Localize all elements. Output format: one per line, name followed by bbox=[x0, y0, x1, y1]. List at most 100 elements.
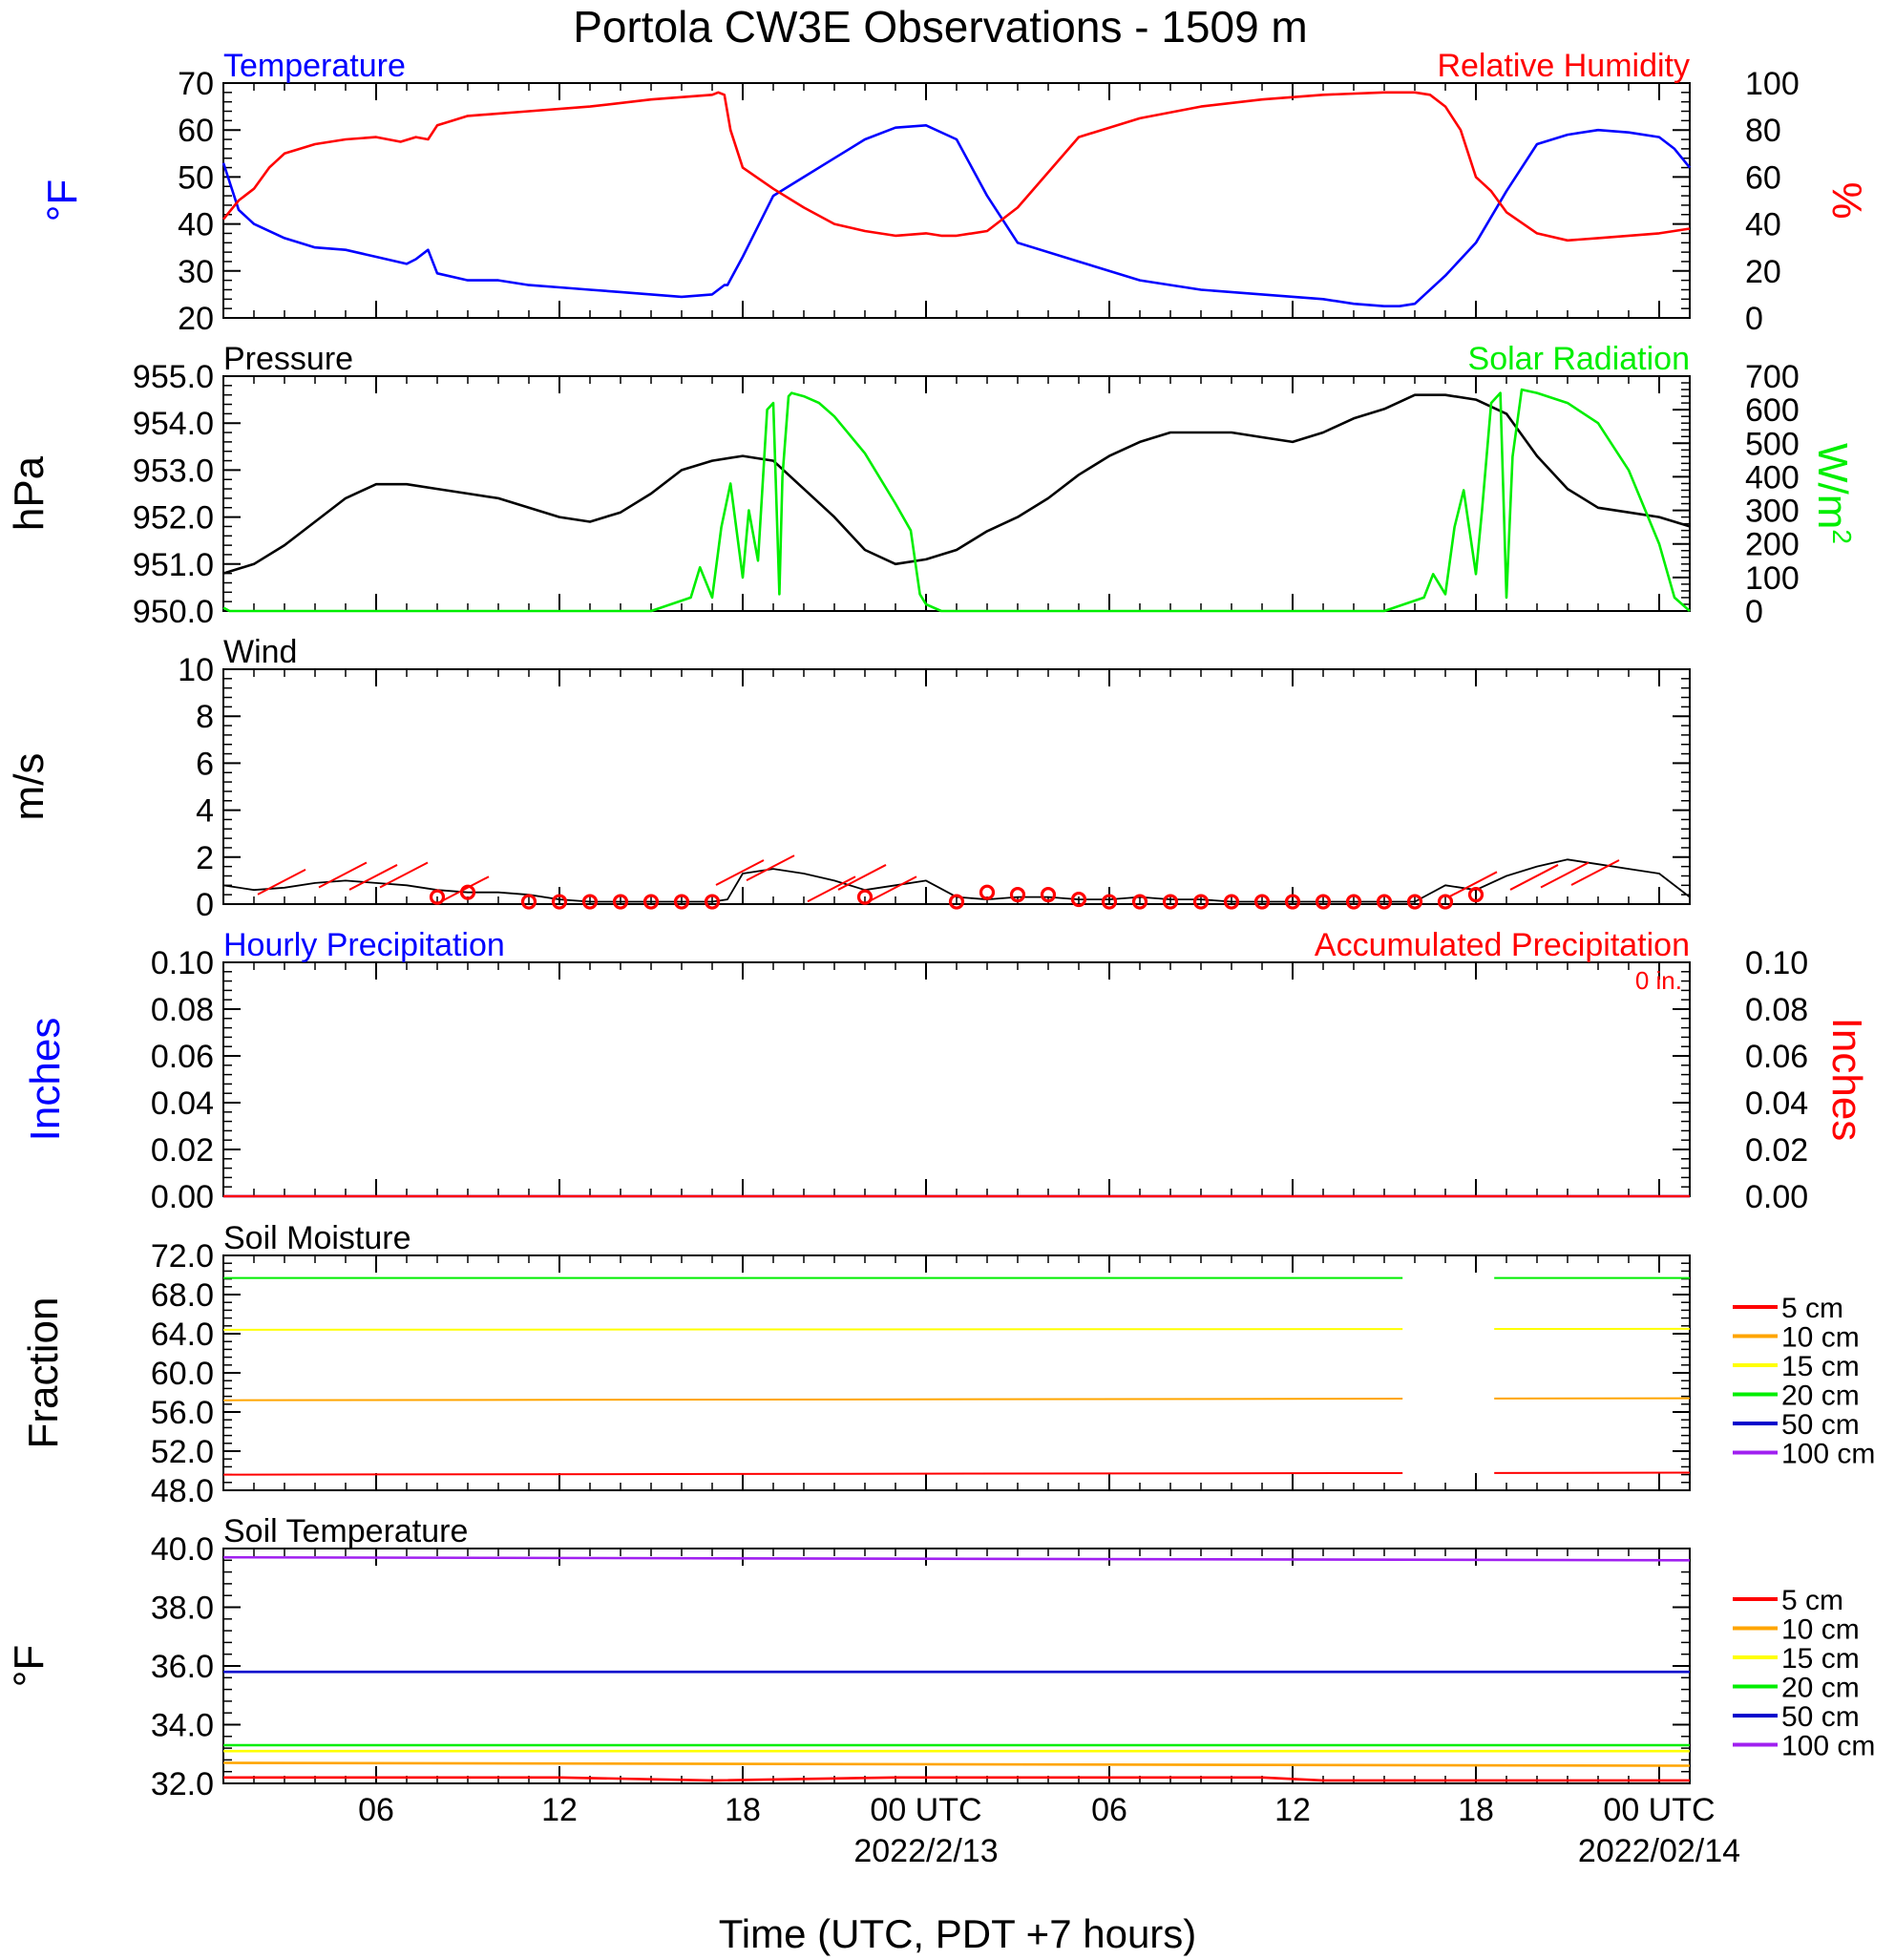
legend-label: 10 cm bbox=[1781, 1614, 1860, 1646]
y-tick-label: 30 bbox=[178, 254, 214, 290]
series-line-100-cm bbox=[222, 1555, 1691, 1562]
y-tick-label: 600 bbox=[1745, 392, 1800, 429]
legend-label: 10 cm bbox=[1781, 1322, 1860, 1354]
y-axis-left-label: °F bbox=[6, 1645, 53, 1687]
calm-wind-marker bbox=[979, 884, 996, 900]
calm-wind-marker bbox=[642, 894, 660, 910]
series-line-0 bbox=[221, 124, 1692, 308]
wind-barb bbox=[257, 868, 306, 896]
plot-frame bbox=[222, 1548, 1691, 1784]
y-axis-left-label: Inches bbox=[22, 1018, 69, 1142]
calm-wind-marker bbox=[1040, 887, 1057, 903]
y-tick-label: 70 bbox=[178, 66, 214, 102]
y-tick-label: 40 bbox=[178, 207, 214, 243]
y-tick-label: 0.08 bbox=[1745, 992, 1808, 1028]
panel-left-title: Soil Moisture bbox=[223, 1220, 411, 1256]
y-tick-label: 300 bbox=[1745, 494, 1800, 530]
y-tick-label: 60.0 bbox=[151, 1356, 214, 1392]
wind-barb bbox=[868, 875, 917, 903]
time-axis-label: Time (UTC, PDT +7 hours) bbox=[719, 1911, 1197, 1956]
y-tick-label: 48.0 bbox=[151, 1473, 214, 1509]
calm-wind-marker bbox=[429, 889, 446, 905]
y-tick-label: 50 bbox=[178, 159, 214, 196]
calm-wind-marker bbox=[673, 894, 690, 910]
time-axis: 06 12 18 00 UTC 2022/2/13 06 12 18 00 UTC 2022/02… bbox=[358, 1792, 1740, 1869]
calm-wind-marker bbox=[704, 894, 721, 910]
y-tick-label: 0.04 bbox=[151, 1085, 214, 1122]
y-tick-label: 4 bbox=[196, 793, 214, 830]
y-axis-right-label: Inches bbox=[1823, 1018, 1870, 1142]
y-tick-label: 38.0 bbox=[151, 1591, 214, 1627]
plot-frame bbox=[222, 82, 1691, 319]
precip-total-annotation: 0 in. bbox=[1635, 966, 1682, 995]
plot-frame bbox=[222, 961, 1691, 1197]
y-tick-label: 68.0 bbox=[151, 1277, 214, 1314]
y-tick-label: 100 bbox=[1745, 66, 1800, 102]
x-tick-label: 18 bbox=[725, 1792, 761, 1828]
y-tick-label: 8 bbox=[196, 699, 214, 735]
legend-label: 5 cm bbox=[1781, 1585, 1843, 1616]
legend-label: 5 cm bbox=[1781, 1293, 1843, 1324]
series-line-5-cm bbox=[223, 1776, 1690, 1782]
y-axis-left-label: hPa bbox=[6, 455, 53, 531]
calm-wind-marker bbox=[948, 894, 965, 910]
calm-wind-marker bbox=[1467, 887, 1484, 903]
wind-barb bbox=[1448, 871, 1498, 898]
x-tick-label: 06 bbox=[1091, 1792, 1127, 1828]
y-tick-label: 34.0 bbox=[151, 1708, 214, 1744]
y-tick-label: 0 bbox=[1745, 301, 1763, 337]
x-tick-label: 12 bbox=[541, 1792, 578, 1828]
figure-title: Portola CW3E Observations - 1509 m bbox=[573, 2, 1308, 52]
y-tick-label: 0 bbox=[1745, 594, 1763, 630]
y-axis-left-label: m/s bbox=[6, 753, 53, 821]
series-line-1 bbox=[222, 388, 1691, 613]
calm-wind-marker bbox=[520, 894, 537, 910]
y-tick-label: 2 bbox=[196, 840, 214, 876]
wind-panel: 10 8 6 4 2 0 Wind m/s bbox=[6, 634, 1691, 923]
wind-barb bbox=[746, 854, 795, 881]
calm-wind-marker bbox=[612, 894, 629, 910]
y-tick-label: 32.0 bbox=[151, 1766, 214, 1802]
x-tick-label: 00 UTC bbox=[870, 1792, 981, 1828]
y-tick-label: 52.0 bbox=[151, 1434, 214, 1470]
y-tick-label: 0.10 bbox=[1745, 945, 1808, 981]
panel-right-title: Solar Radiation bbox=[1468, 341, 1690, 377]
calm-wind-marker bbox=[1101, 894, 1118, 910]
wind-barb bbox=[348, 864, 398, 891]
legend-label: 100 cm bbox=[1781, 1731, 1875, 1762]
y-axis-left-label: Fraction bbox=[20, 1297, 67, 1449]
y-tick-label: 0.06 bbox=[1745, 1039, 1808, 1075]
soil_moisture-panel: 72.068.064.060.056.052.048.0 Soil Moistur… bbox=[20, 1220, 1875, 1509]
y-tick-label: 0.10 bbox=[151, 945, 214, 981]
y-tick-label: 500 bbox=[1745, 426, 1800, 462]
y-tick-label: 955.0 bbox=[133, 359, 214, 395]
y-tick-label: 56.0 bbox=[151, 1395, 214, 1431]
legend-label: 50 cm bbox=[1781, 1409, 1860, 1441]
calm-wind-marker bbox=[1192, 894, 1210, 910]
calm-wind-marker bbox=[1406, 894, 1423, 910]
y-axis-left-label: °F bbox=[39, 179, 86, 221]
panel-left-title: Wind bbox=[223, 634, 297, 670]
legend-label: 20 cm bbox=[1781, 1673, 1860, 1704]
wind-barb bbox=[440, 875, 490, 903]
pressure_solar-panel: 955.0 954.0 953.0 952.0 951.0 950.0 7006005004… bbox=[6, 341, 1858, 630]
y-tick-label: 40 bbox=[1745, 207, 1781, 243]
y-tick-label: 20 bbox=[1745, 254, 1781, 290]
y-tick-label: 952.0 bbox=[133, 500, 214, 537]
y-tick-label: 0.00 bbox=[151, 1179, 214, 1215]
y-tick-label: 954.0 bbox=[133, 406, 214, 442]
y-tick-label: 953.0 bbox=[133, 453, 214, 489]
y-tick-label: 72.0 bbox=[151, 1238, 214, 1275]
series-line-10-cm bbox=[222, 1761, 1691, 1767]
calm-wind-marker bbox=[551, 894, 568, 910]
wind-barb bbox=[837, 864, 887, 891]
y-tick-label: 36.0 bbox=[151, 1649, 214, 1685]
soil_temperature-panel: 40.0 38.0 36.0 34.0 32.0 Soil Temperature °F 5 … bbox=[6, 1513, 1875, 1802]
plot-frame bbox=[222, 375, 1691, 612]
calm-wind-marker bbox=[856, 889, 874, 905]
panel-right-title: Relative Humidity bbox=[1437, 48, 1690, 84]
y-tick-label: 700 bbox=[1745, 359, 1800, 395]
x-tick-label: 06 bbox=[358, 1792, 394, 1828]
legend-label: 100 cm bbox=[1781, 1439, 1875, 1470]
